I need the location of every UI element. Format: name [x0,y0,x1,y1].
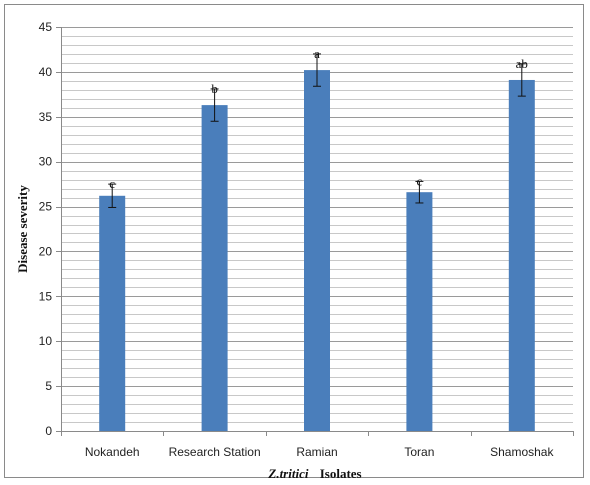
y-tick-label: 35 [39,110,53,124]
x-axis-title-rest: Isolates [320,466,362,481]
y-tick-label: 40 [39,65,53,79]
significance-letter: a [314,46,320,61]
y-axis-title: Disease severity [15,185,30,273]
x-tick-label: Shamoshak [490,445,554,459]
y-tick-label: 20 [39,244,53,258]
bar [508,79,535,432]
axes [56,27,574,436]
significance-letter: c [109,176,115,191]
y-tick-labels: 0 5 10 15 20 25 30 35 40 45 [39,20,53,438]
x-tick-label: Nokandeh [85,445,140,459]
y-tick-label: 45 [39,20,53,34]
x-tick-label: Ramian [296,445,337,459]
y-tick-label: 0 [45,424,52,438]
y-tick-label: 30 [39,155,53,169]
x-tick-label: Toran [404,445,434,459]
error-bars [108,53,526,208]
y-tick-label: 25 [39,200,53,214]
significance-letter: ab [516,56,528,71]
bar [406,192,433,431]
bar [304,70,330,432]
y-tick-label: 10 [39,334,53,348]
y-tick-label: 5 [45,379,52,393]
x-axis-title-italic: Z.tritici [267,466,308,481]
y-tick-label: 15 [39,289,53,303]
significance-letters: c b a c ab [109,46,528,191]
bar [201,105,228,432]
x-tick-labels: Nokandeh Research Station Ramian Toran Shamo… [85,445,555,459]
bar [99,195,126,431]
significance-letter: b [211,81,218,96]
significance-letter: c [417,173,423,188]
x-tick-label: Research Station [169,445,261,459]
bars [99,70,535,432]
x-axis-title: Z.tritici Isolates [267,466,361,481]
